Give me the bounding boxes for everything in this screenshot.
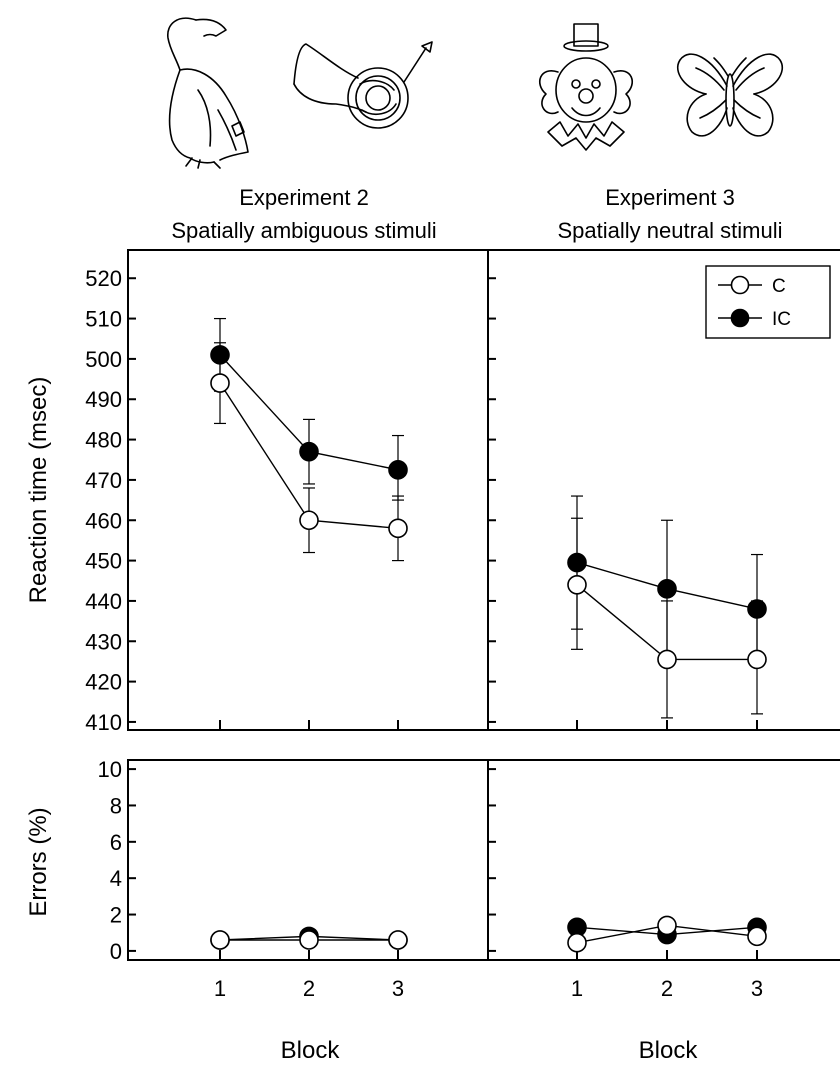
legend-box: [705, 265, 831, 339]
legend-ic-marker: [730, 308, 750, 328]
err-exp2-ytick-label-10: 10: [98, 757, 122, 782]
err-exp3-C-point-3: [747, 926, 767, 947]
err-exp3-xtick-label-1: 1: [571, 976, 583, 1001]
rt-exp2-C-point-2: [299, 510, 319, 531]
err-y-axis-label: Errors (%): [25, 807, 52, 916]
rt-exp2-IC-point-2: [299, 441, 319, 462]
panel-1-title-line2: Spatially ambiguous stimuli: [171, 218, 436, 243]
rt-exp2-ytick-label-410: 410: [85, 710, 122, 735]
legend-c-marker: [730, 275, 750, 295]
rt-exp3-IC-point-1: [567, 552, 587, 573]
legend: C IC: [705, 265, 831, 339]
err-exp3-C-point-1: [567, 932, 587, 953]
rt-exp2-ytick-label-450: 450: [85, 549, 122, 574]
rt-exp2-ytick-label-430: 430: [85, 629, 122, 654]
rt-y-axis-label: Reaction time (msec): [25, 377, 52, 604]
rt-exp2-ytick-label-470: 470: [85, 468, 122, 493]
x-axis-label-left: Block: [281, 1037, 341, 1064]
french-horn-icon: [293, 41, 433, 129]
rt-exp3-IC-point-3: [747, 599, 767, 619]
rt-exp3-C-point-1: [567, 574, 587, 595]
err-exp2-C-point-3: [388, 930, 408, 950]
err-exp2-ytick-label-0: 0: [110, 939, 122, 964]
err-exp2-ytick-label-6: 6: [110, 830, 122, 855]
rt-exp2-ytick-label-420: 420: [85, 670, 122, 695]
rt-exp2-ytick-label-440: 440: [85, 589, 122, 614]
rt-panel-1-frame: [127, 249, 489, 731]
rt-exp2-ytick-label-510: 510: [85, 307, 122, 332]
rt-exp2-ytick-label-480: 480: [85, 428, 122, 453]
x-axis-label-right: Block: [639, 1037, 699, 1064]
rt-exp3-C-point-3: [747, 649, 767, 670]
err-exp2-ytick-label-4: 4: [110, 866, 122, 891]
legend-c-label: C: [772, 276, 786, 297]
err-exp2-ytick-label-8: 8: [110, 793, 122, 818]
err-exp2-C-point-1: [210, 930, 230, 950]
chart-marks: 410 420 430 440 450 460 470 480 490 500 510 520 0 2 4 6…: [85, 266, 767, 1001]
rt-exp2-ytick-label-490: 490: [85, 387, 122, 412]
err-exp2-xtick-label-2: 2: [303, 976, 315, 1001]
err-exp2-C-point-2: [299, 930, 319, 950]
rt-exp2-IC-point-3: [388, 460, 408, 480]
clown-icon: [538, 23, 634, 151]
rt-exp2-ytick-label-500: 500: [85, 347, 122, 372]
rt-exp2-C-point-1: [210, 373, 230, 393]
panel-1-title-line1: Experiment 2: [239, 185, 369, 210]
legend-ic-label: IC: [772, 309, 791, 330]
err-exp3-C-point-2: [657, 915, 677, 936]
panel-2-title-line1: Experiment 3: [605, 185, 735, 210]
eagle-icon: [167, 17, 249, 169]
rt-exp3-IC-point-2: [657, 579, 677, 599]
rt-exp3-C-point-2: [657, 649, 677, 670]
err-exp3-xtick-label-2: 2: [661, 976, 673, 1001]
rt-exp2-C-point-3: [388, 518, 408, 539]
err-exp2-ytick-label-2: 2: [110, 903, 122, 928]
err-exp3-xtick-label-3: 3: [751, 976, 763, 1001]
rt-exp2-ytick-label-460: 460: [85, 508, 122, 533]
rt-exp2-IC-point-1: [210, 345, 230, 365]
err-exp2-xtick-label-3: 3: [392, 976, 404, 1001]
butterfly-icon: [677, 53, 783, 137]
panel-2-title-line2: Spatially neutral stimuli: [558, 218, 783, 243]
err-exp2-xtick-label-1: 1: [214, 976, 226, 1001]
rt-exp2-ytick-label-520: 520: [85, 266, 122, 291]
